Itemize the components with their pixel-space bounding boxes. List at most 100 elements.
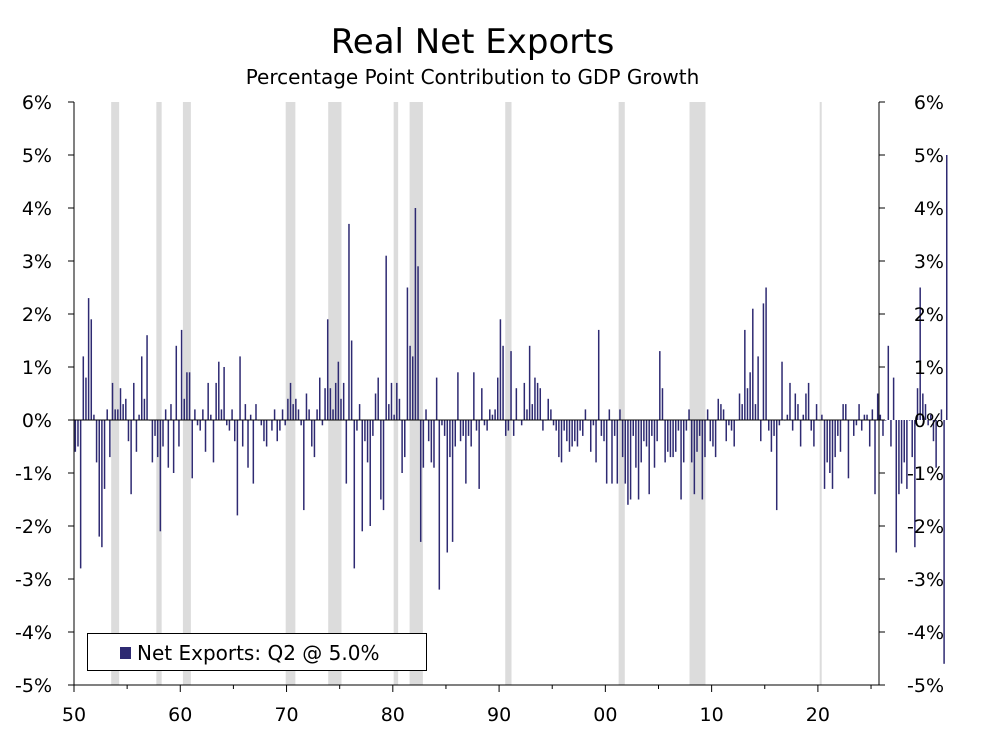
data-bar [797,404,799,420]
y-tick-label-left: 5% [22,145,52,167]
data-bar [430,420,433,463]
data-bar [589,420,592,452]
data-bar [922,393,924,420]
data-bar [87,298,90,420]
data-bar [502,345,504,420]
y-tick-label-right: -5% [907,675,944,697]
data-bar [265,420,268,447]
data-bar [425,409,427,420]
data-bar [212,420,215,463]
data-bar [762,303,765,420]
data-bar [380,420,382,500]
data-bar [406,287,409,420]
data-bar [191,420,193,479]
y-tick-label-left: -5% [15,675,52,697]
data-bar [313,420,316,458]
data-bar [249,414,252,420]
data-bar [563,420,565,431]
data-bar [682,420,685,463]
legend-label: Net Exports: Q2 @ 5.0% [137,641,380,665]
data-bar [887,345,890,420]
recession-band [111,102,120,685]
data-bar [289,382,292,420]
data-bar [494,409,496,420]
data-bar [643,420,645,442]
data-bar [831,420,834,489]
data-bar [449,420,451,458]
data-bar [789,382,791,420]
data-bar [451,420,454,542]
data-bar [417,266,419,420]
y-tick-label-left: -3% [15,569,52,591]
data-bar [284,420,286,426]
data-bar [233,420,236,442]
data-bar [746,388,749,420]
data-bar [858,404,860,420]
data-bar [356,420,358,431]
data-bar [863,414,866,420]
data-bar [914,420,916,548]
data-bar [454,420,456,447]
data-bar [210,414,212,420]
data-bar [680,420,682,500]
data-bar [183,398,186,420]
data-bar [478,420,480,489]
data-bar [196,420,199,426]
data-bar [446,420,449,553]
data-bar [316,409,318,420]
data-bar [98,420,100,537]
data-bar [340,398,342,420]
data-bar [542,420,544,431]
data-bar [467,420,470,436]
data-bar [566,420,568,442]
data-bar [733,420,735,447]
data-bar [372,420,374,436]
data-bar [799,420,802,447]
data-bar [935,420,937,468]
data-bar [199,420,201,431]
data-bar [74,420,77,452]
data-bar [741,404,743,420]
data-bar [842,404,844,420]
data-bar [672,420,674,458]
data-bar [276,420,278,442]
recession-band [618,102,625,685]
data-bar [332,409,334,420]
data-bar [443,420,446,436]
data-bar [635,420,637,468]
data-bar [539,388,542,420]
y-tick-label-left: 0% [22,410,52,432]
data-bar [632,420,634,436]
data-bar [329,388,332,420]
data-bar [162,420,164,447]
data-bar [353,420,356,569]
recession-band [393,102,399,685]
data-bar [823,420,826,489]
data-bar [287,398,289,420]
data-bar [465,420,467,484]
data-bar [475,420,478,431]
data-bar [350,340,353,420]
axes: -5% -5% -4% -4% -3% -3% -2% -2% -1% -1% 0% 0% 1% 1% 2%… [15,92,944,726]
data-bar [154,420,156,436]
data-bar [754,404,757,420]
data-bar [791,420,794,431]
data-bar [945,155,948,420]
legend-swatch [120,647,131,659]
data-bar [271,420,273,431]
data-bar [377,377,379,420]
data-bar [204,420,207,452]
recession-band [409,102,423,685]
data-bar [770,420,773,452]
data-bar [876,393,879,420]
y-tick-label-right: -2% [907,516,944,538]
recession-band [819,102,822,685]
data-bar [520,420,523,426]
data-bar [79,420,82,569]
data-bar [749,372,751,420]
data-bar [358,404,361,420]
data-bar [337,361,340,420]
data-bar [295,398,297,420]
data-bar [903,420,905,463]
chart-legend: Net Exports: Q2 @ 5.0% [87,633,427,671]
